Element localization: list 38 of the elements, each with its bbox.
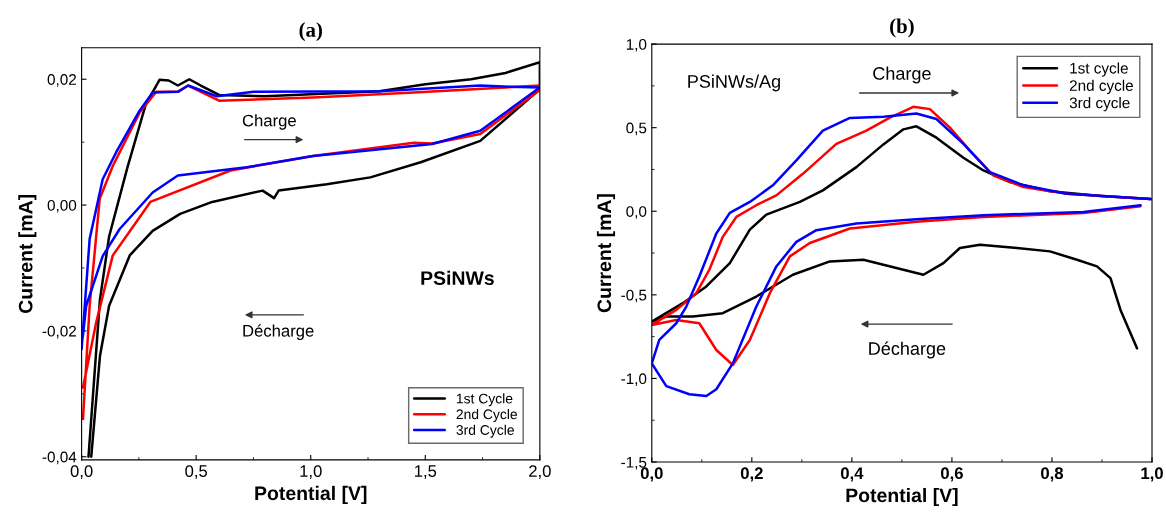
y-tick-label: 0,0	[626, 206, 647, 219]
chart-title: (b)	[890, 18, 914, 38]
legend-label: 1st cycle	[1070, 62, 1128, 77]
x-tick-label: 0,8	[1041, 467, 1064, 482]
legend-label: 1st Cycle	[456, 393, 513, 407]
y-axis-title: Current [mA]	[596, 194, 616, 313]
legend-label: 3rd cycle	[1069, 97, 1130, 112]
x-axis-title: Potential [V]	[255, 485, 367, 504]
legend-label: 2nd Cycle	[456, 409, 518, 422]
x-tick-label: 0,6	[941, 467, 963, 482]
x-tick-label: 0,4	[840, 467, 864, 482]
annotation: Charge	[242, 114, 296, 130]
x-tick-label: 1,0	[300, 465, 322, 479]
x-tick-label: 1,5	[414, 465, 437, 479]
x-tick-label: 2,0	[529, 465, 551, 479]
legend-label: 3rd Cycle	[456, 424, 514, 438]
y-axis-title: Current [mA]	[18, 194, 37, 313]
y-tick-label: 0,00	[47, 199, 77, 213]
x-tick-label: 1,0	[1141, 467, 1163, 482]
y-tick-label: -0,04	[42, 451, 77, 465]
y-tick-label: -1,0	[621, 373, 647, 386]
x-axis-title: Potential [V]	[846, 487, 958, 507]
annotation: PSiNWs	[421, 270, 494, 286]
y-tick-label: -0,02	[42, 325, 76, 339]
y-tick-label: 0,02	[47, 74, 76, 87]
annotation: Décharge	[243, 324, 314, 341]
y-tick-label: 0,5	[626, 122, 647, 136]
line-series	[81, 84, 540, 351]
x-tick-label: 0,2	[740, 467, 763, 482]
chart-title: (a)	[299, 22, 322, 42]
x-tick-label: 0,0	[70, 465, 93, 479]
x-tick-label: 0,5	[185, 465, 208, 479]
annotation: Charge	[873, 66, 931, 84]
annotation: PSiNWs/Ag	[688, 74, 780, 92]
y-tick-label: 1,0	[626, 38, 647, 52]
y-tick-label: -0,5	[621, 289, 647, 303]
legend-label: 2nd cycle	[1069, 79, 1133, 94]
annotation: Décharge	[869, 341, 946, 359]
